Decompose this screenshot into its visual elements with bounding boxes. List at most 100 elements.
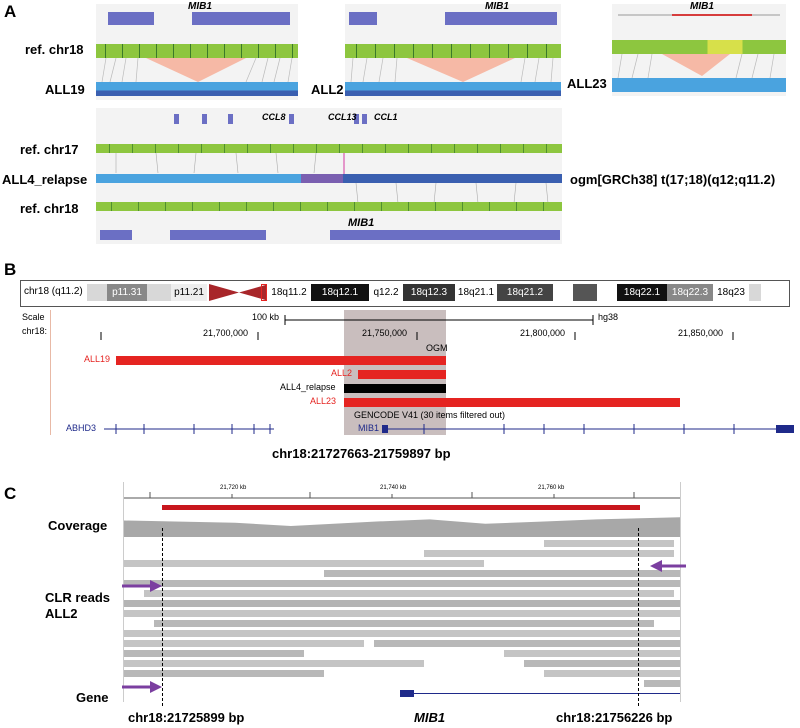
all19-label: ALL19	[84, 354, 111, 364]
ref-chr18-bar-2	[96, 202, 562, 211]
assembly-label: hg38	[598, 312, 619, 322]
mib1-label-3: MIB1	[690, 1, 714, 12]
panel-a-letter: A	[4, 2, 17, 21]
centromere	[209, 284, 269, 301]
right-breakpoint-line	[638, 528, 639, 706]
chr18-gene-box-1	[100, 230, 132, 240]
gene-models	[104, 424, 794, 434]
mib1-label: MIB1	[188, 1, 212, 12]
band-18q23: 18q23	[713, 284, 749, 301]
map-translocation: CCL8 CCL13 CCL1 MIB1	[96, 108, 562, 244]
ref-chr17-bar	[96, 144, 562, 153]
mib1-gene-label: MIB1	[358, 423, 380, 433]
right-breakpoint-label: chr18:21756226 bp	[556, 710, 673, 725]
deleted-region-bar	[162, 505, 640, 510]
sample-all2-label: ALL2	[311, 82, 344, 97]
band-p11-21: p11.21	[171, 284, 207, 301]
tick-2: 21,750,000	[362, 328, 408, 338]
ccl13-label: CCL13	[328, 112, 357, 122]
mib1-label-2: MIB1	[485, 1, 509, 12]
arrow-right-icon	[122, 580, 162, 592]
alignment-lines-3	[617, 53, 775, 79]
band-18q22-1: 18q22.1	[617, 284, 667, 301]
ccl-box-6	[362, 114, 367, 124]
band-q12-2: q12.2	[369, 284, 403, 301]
alignment-lines	[101, 57, 293, 83]
abhd3-label: ABHD3	[66, 423, 97, 433]
browser-left-rule	[50, 310, 51, 435]
all23-bar	[344, 398, 680, 407]
coverage-label: Coverage	[48, 518, 108, 533]
reads-area	[124, 540, 680, 690]
panel-b-letter: B	[4, 260, 17, 279]
all2-label: ALL2	[331, 368, 353, 378]
current-region-marker	[261, 284, 267, 301]
ccl-box-2	[202, 114, 207, 124]
band-18q11-2: 18q11.2	[267, 284, 311, 301]
chr-label: chr18:	[22, 326, 48, 336]
gene-box-1	[108, 12, 154, 25]
translocation-label: ogm[GRCh38] t(17;18)(q12;q11.2)	[570, 172, 776, 187]
band-18q21-1: 18q21.1	[455, 284, 497, 301]
all2-bar	[358, 370, 446, 379]
tick-marks	[100, 332, 734, 340]
scale-label: Scale	[22, 312, 45, 322]
gene-box-4	[445, 12, 557, 25]
left-breakpoint-line	[162, 528, 163, 706]
ref-map-bar	[96, 44, 298, 58]
left-breakpoint-label: chr18:21725899 bp	[128, 710, 245, 725]
all19-bar	[116, 356, 446, 365]
gene-exon-c	[400, 690, 414, 697]
gene-box-3	[349, 12, 377, 25]
mib1-label-4: MIB1	[348, 217, 375, 229]
ccl-box-5	[354, 114, 359, 124]
ref-chr18-label-1: ref. chr18	[25, 42, 84, 57]
band-18q21-2: 18q21.2	[497, 284, 553, 301]
tick-3: 21,800,000	[520, 328, 566, 338]
scale-value: 100 kb	[252, 312, 280, 322]
sample-map-bar	[96, 82, 298, 96]
chr18-gene-box-3	[330, 230, 560, 240]
ref-map-bar-3	[612, 40, 786, 54]
ccl8-label: CCL8	[262, 112, 286, 122]
gene-box-2	[192, 12, 290, 25]
band-18q12-1: 18q12.1	[311, 284, 369, 301]
gencode-label: GENCODE V41 (30 items filtered out)	[354, 410, 506, 420]
igv-frame: 21,720 kb 21,740 kb 21,760 kb	[123, 482, 681, 702]
igv-tick-3: 21,760 kb	[538, 485, 565, 491]
igv-tick-2: 21,740 kb	[380, 485, 407, 491]
reads-sample-label: ALL2	[45, 606, 78, 621]
chr18-gene-box-2	[170, 230, 266, 240]
ccl-box-4	[289, 114, 294, 124]
ccl1-label: CCL1	[374, 112, 398, 122]
ccl-box-1	[174, 114, 179, 124]
coverage-track	[124, 517, 680, 537]
gene-track-line	[618, 14, 780, 16]
all23-label: ALL23	[310, 396, 337, 406]
band-p11-31: p11.31	[107, 284, 147, 301]
alignment-lines-2	[350, 57, 554, 83]
arrow-left-icon	[650, 560, 686, 572]
sample-map-bar-2	[345, 82, 561, 96]
band-18q22-3: 18q22.3	[667, 284, 713, 301]
tick-1: 21,700,000	[203, 328, 249, 338]
sample-map-bar-3	[612, 78, 786, 92]
ref-chr18-label-2: ref. chr18	[20, 201, 79, 216]
ccl-box-3	[228, 114, 233, 124]
scale-bar	[284, 315, 594, 325]
gene-track-label: Gene	[76, 690, 109, 705]
map-all23: MIB1	[612, 1, 786, 96]
sample-all19-label: ALL19	[45, 82, 85, 97]
gene-model-c	[400, 693, 680, 694]
all4-label: ALL4_relapse	[280, 382, 336, 392]
mib1-gene-c-label: MIB1	[414, 710, 446, 725]
ogm-track-label: OGM	[426, 343, 448, 353]
tick-4: 21,850,000	[678, 328, 724, 338]
ref-chr17-label: ref. chr17	[20, 142, 79, 157]
band-18q12-3: 18q12.3	[403, 284, 455, 301]
sample-all23-label: ALL23	[567, 76, 607, 91]
all4-bar	[344, 384, 446, 393]
reads-label: CLR reads	[45, 590, 111, 605]
region-label: chr18:21727663-21759897 bp	[272, 446, 451, 461]
ideogram: chr18 (q11.2) p11.31 p11.21 18q11.2 18q1…	[20, 280, 790, 307]
